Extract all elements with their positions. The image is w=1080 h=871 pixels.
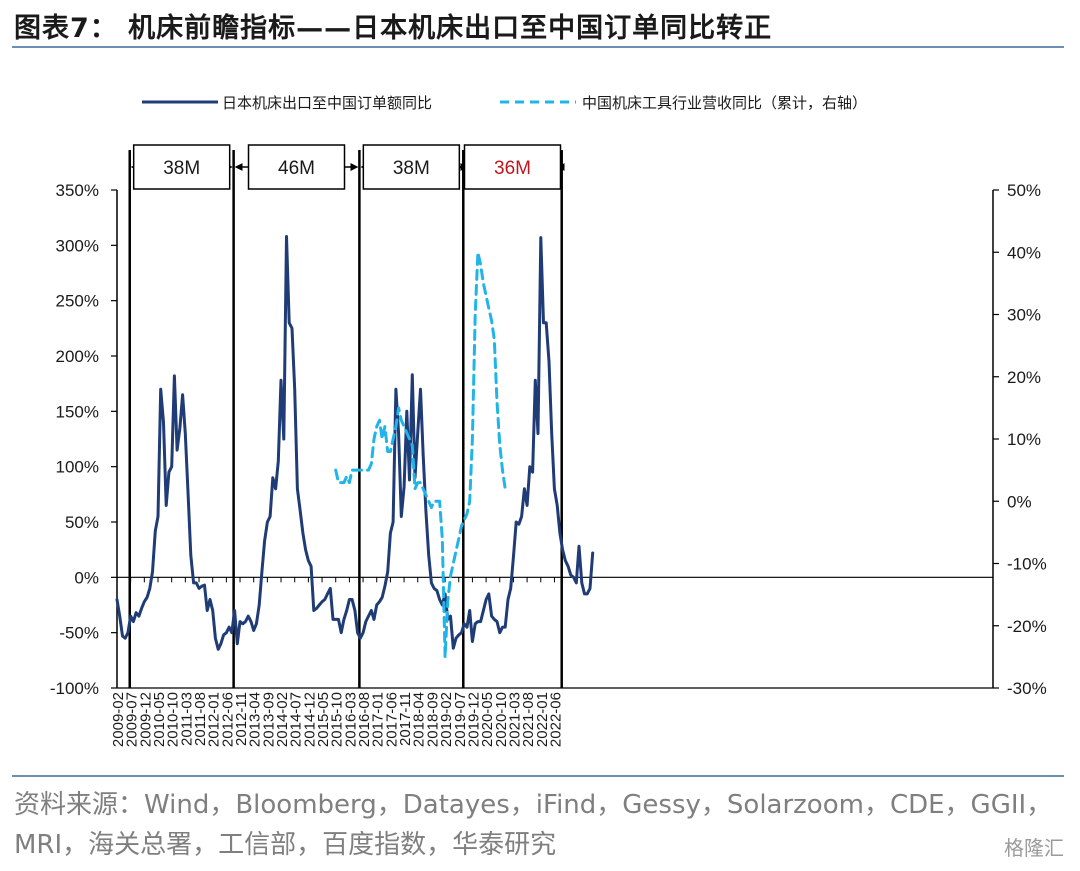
x-tick-label: 2022-01 — [534, 692, 551, 747]
chart-legend: 日本机床出口至中国订单额同比 中国机床工具行业营收同比（累计，右轴） — [142, 94, 867, 112]
cycle-label: 46M — [278, 158, 315, 179]
x-tick-label: 2014-12 — [301, 692, 318, 747]
x-tick-label: 2022-06 — [547, 692, 564, 747]
x-tick-label: 2015-10 — [329, 692, 346, 747]
left-tick-label: -100% — [50, 679, 99, 698]
right-tick-label: -30% — [1007, 679, 1047, 698]
right-tick-label: 40% — [1007, 243, 1041, 262]
x-tick-label: 2009-12 — [137, 692, 154, 747]
left-tick-label: 150% — [56, 402, 99, 421]
watermark: 格隆汇 — [1004, 836, 1064, 860]
x-tick-label: 2020-05 — [479, 692, 496, 747]
x-tick-label: 2009-02 — [110, 692, 127, 747]
right-tick-label: -10% — [1007, 555, 1047, 574]
cycle-box — [362, 144, 461, 190]
legend-label-2: 中国机床工具行业营收同比（累计，右轴） — [582, 94, 867, 112]
x-tick-label: 2014-07 — [288, 692, 305, 747]
x-tick-label: 2017-06 — [383, 692, 400, 747]
x-tick-label: 2015-05 — [315, 692, 332, 747]
right-tick-label: 10% — [1007, 430, 1041, 449]
x-tick-label: 2013-09 — [260, 692, 277, 747]
right-tick-label: 50% — [1007, 181, 1041, 200]
cycle-label: 36M — [494, 158, 531, 179]
left-tick-label: -50% — [59, 624, 99, 643]
line-chart: 日本机床出口至中国订单额同比 中国机床工具行业营收同比（累计，右轴） 350% 30… — [50, 94, 1047, 747]
x-tick-label: 2019-02 — [438, 692, 455, 747]
x-tick-label: 2011-03 — [178, 692, 195, 746]
cycle-label: 38M — [163, 158, 200, 179]
right-tick-label: 0% — [1007, 492, 1032, 511]
x-tick-label: 2010-05 — [151, 692, 168, 747]
cycle-label: 38M — [393, 158, 430, 179]
right-tick-label: -20% — [1007, 617, 1047, 636]
x-tick-label: 2013-04 — [247, 692, 264, 747]
source-divider — [12, 775, 1064, 777]
x-tick-label: 2014-02 — [274, 692, 291, 747]
x-tick-label: 2016-08 — [356, 692, 373, 747]
x-tick-label: 2021-03 — [506, 692, 523, 747]
x-tick-label: 2020-10 — [493, 692, 510, 747]
left-tick-label: 0% — [74, 568, 99, 587]
x-tick-label: 2017-01 — [370, 692, 387, 747]
left-tick-label: 50% — [65, 513, 99, 532]
x-tick-label: 2010-10 — [165, 692, 182, 747]
x-tick-label: 2012-11 — [233, 692, 250, 746]
right-tick-label: 20% — [1007, 368, 1041, 387]
figure-title: 图表7： 机床前瞻指标——日本机床出口至中国订单同比转正 — [14, 13, 773, 44]
x-tick-label: 2009-07 — [124, 692, 141, 747]
x-tick-label: 2021-08 — [520, 692, 537, 747]
right-y-axis: 50% 40% 30% 20% 10% 0% -10% -20% -30% — [992, 181, 1047, 698]
cycle-annotations: 38M 46M 38M 36M — [128, 144, 565, 688]
right-tick-label: 30% — [1007, 306, 1041, 325]
cycle-box — [247, 144, 346, 190]
cycle-box — [463, 144, 562, 190]
x-tick-label: 2011-08 — [192, 692, 209, 746]
left-tick-label: 250% — [56, 292, 99, 311]
series-line-1 — [115, 235, 595, 651]
x-tick-label: 2012-06 — [219, 692, 236, 747]
left-tick-label: 300% — [56, 236, 99, 255]
x-axis: 2009-022009-072009-122010-052010-102011-… — [110, 576, 993, 747]
x-tick-label: 2018-04 — [411, 692, 428, 747]
left-tick-label: 350% — [56, 181, 99, 200]
x-tick-label: 2017-11 — [397, 692, 414, 746]
x-tick-label: 2012-01 — [206, 692, 223, 747]
left-y-axis: 350% 300% 250% 200% 150% 100% 50% 0% -50% -100% — [50, 181, 118, 698]
legend-label-1: 日本机床出口至中国订单额同比 — [222, 94, 432, 112]
cycle-box — [132, 144, 231, 190]
source-note: 资料来源：Wind，Bloomberg，Datayes，iFind，Gessy，… — [14, 790, 1053, 860]
left-tick-label: 200% — [56, 347, 99, 366]
x-tick-label: 2019-07 — [452, 692, 469, 747]
series-line-2 — [334, 250, 507, 659]
series-lines — [115, 235, 595, 659]
x-tick-label: 2019-12 — [465, 692, 482, 747]
left-tick-label: 100% — [56, 458, 99, 477]
x-tick-label: 2018-09 — [424, 692, 441, 747]
title-divider — [12, 46, 1064, 48]
x-tick-label: 2016-03 — [342, 692, 359, 747]
